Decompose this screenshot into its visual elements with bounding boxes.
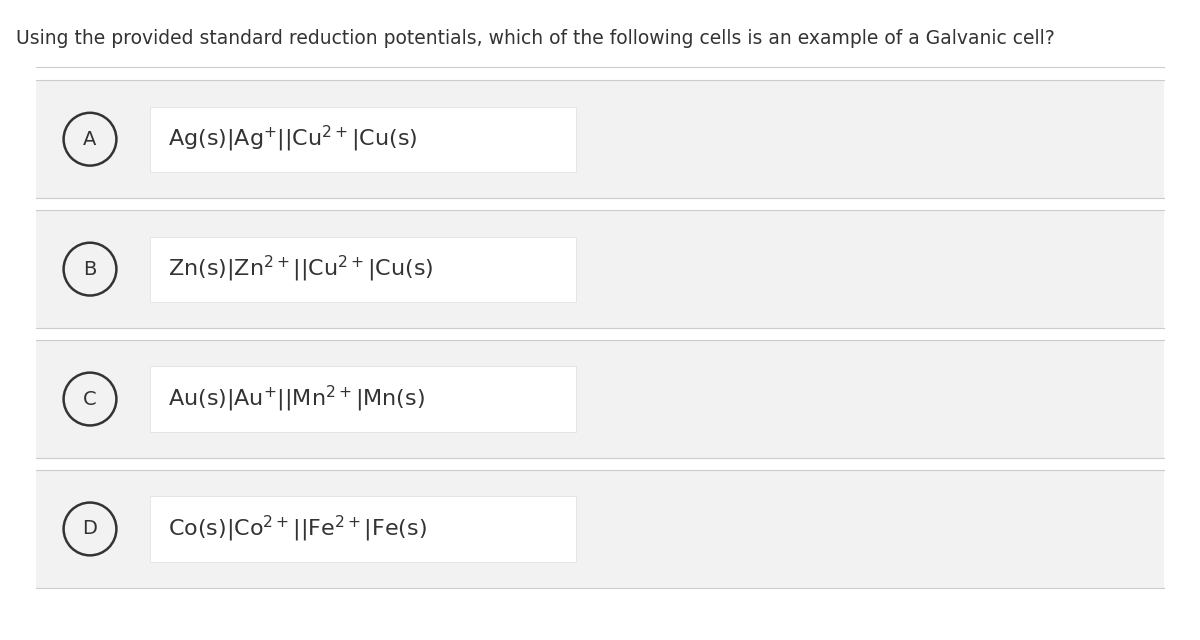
Text: $\mathregular{Co(s)|Co^{2+}||Fe^{2+}|Fe(s)}$: $\mathregular{Co(s)|Co^{2+}||Fe^{2+}|Fe(…: [168, 514, 427, 544]
Text: D: D: [83, 520, 97, 538]
FancyBboxPatch shape: [36, 80, 1164, 198]
Text: $\mathregular{Ag(s)|Ag^{+}||Cu^{2+}|Cu(s)}$: $\mathregular{Ag(s)|Ag^{+}||Cu^{2+}|Cu(s…: [168, 124, 418, 154]
FancyBboxPatch shape: [150, 367, 576, 431]
Text: $\mathregular{Au(s)|Au^{+}||Mn^{2+}|Mn(s)}$: $\mathregular{Au(s)|Au^{+}||Mn^{2+}|Mn(s…: [168, 384, 425, 414]
Text: $\mathregular{Zn(s)|Zn^{2+}||Cu^{2+}|Cu(s)}$: $\mathregular{Zn(s)|Zn^{2+}||Cu^{2+}|Cu(…: [168, 254, 433, 284]
Text: A: A: [83, 130, 97, 148]
FancyBboxPatch shape: [150, 237, 576, 301]
Text: Using the provided standard reduction potentials, which of the following cells i: Using the provided standard reduction po…: [16, 29, 1055, 48]
FancyBboxPatch shape: [36, 340, 1164, 458]
FancyBboxPatch shape: [36, 210, 1164, 328]
FancyBboxPatch shape: [150, 497, 576, 561]
Text: B: B: [83, 260, 97, 278]
FancyBboxPatch shape: [150, 107, 576, 172]
Text: C: C: [83, 390, 97, 408]
FancyBboxPatch shape: [36, 470, 1164, 588]
